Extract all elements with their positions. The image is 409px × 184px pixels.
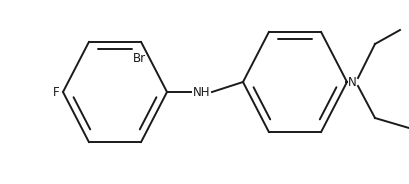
Text: F: F — [54, 86, 60, 98]
Text: Br: Br — [133, 52, 146, 65]
Text: N: N — [348, 75, 357, 89]
Text: NH: NH — [193, 86, 211, 98]
